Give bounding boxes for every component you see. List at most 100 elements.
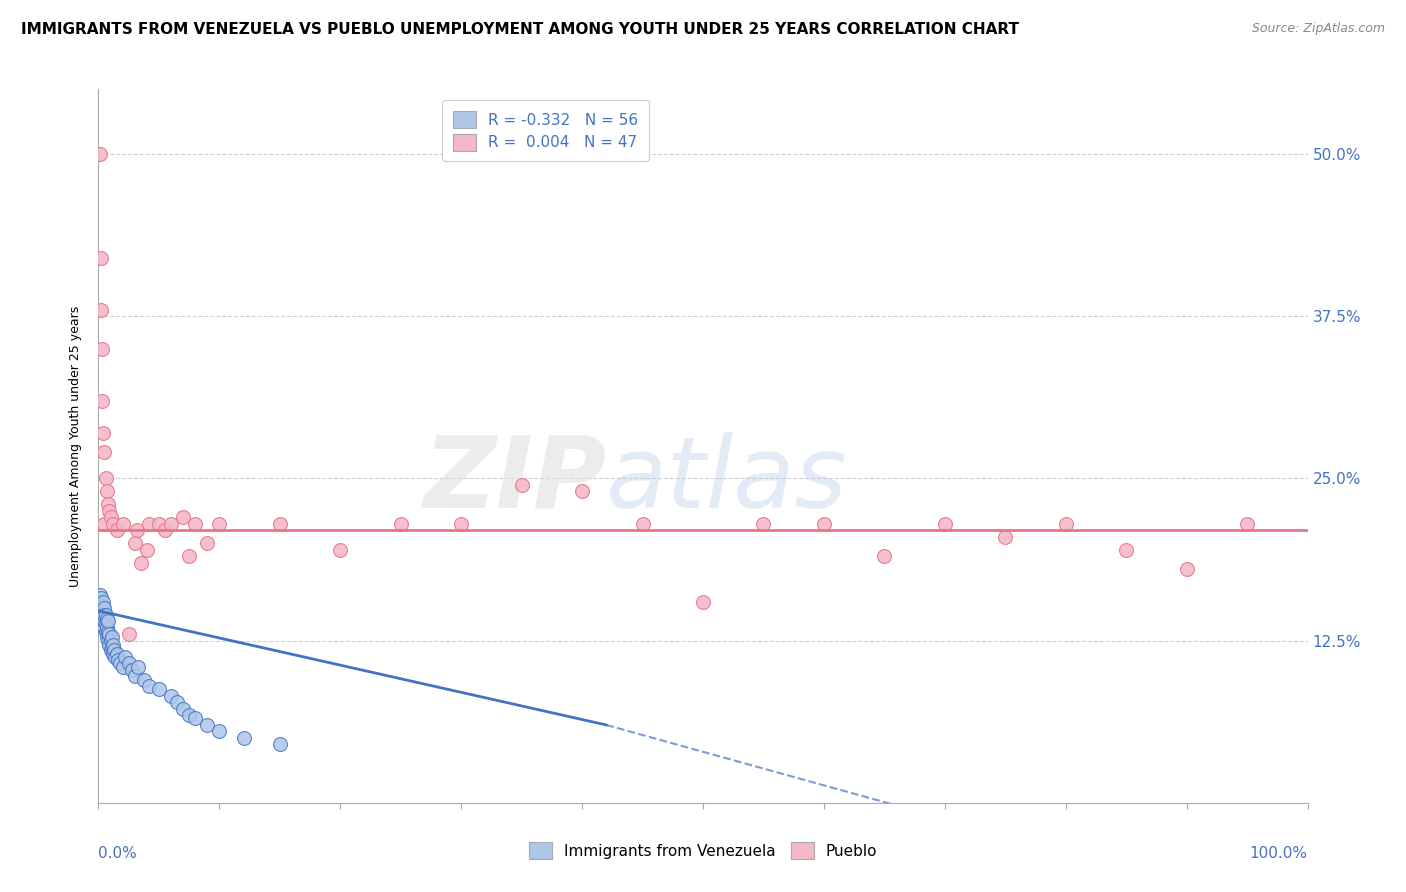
Point <box>98 638 121 652</box>
Point <box>97 624 120 639</box>
Point <box>94 624 117 639</box>
Point <box>114 650 136 665</box>
Point <box>91 595 114 609</box>
Point <box>138 516 160 531</box>
Point <box>93 445 115 459</box>
Point <box>195 718 218 732</box>
Legend: Immigrants from Venezuela, Pueblo: Immigrants from Venezuela, Pueblo <box>522 835 884 866</box>
Point <box>111 516 134 531</box>
Point <box>118 656 141 670</box>
Point <box>148 516 170 531</box>
Point <box>91 425 114 440</box>
Point <box>91 604 114 618</box>
Point <box>97 497 120 511</box>
Point <box>91 599 114 613</box>
Point <box>1175 562 1198 576</box>
Point <box>105 524 128 538</box>
Text: 0.0%: 0.0% <box>98 846 138 861</box>
Point <box>813 516 835 531</box>
Point <box>934 516 956 531</box>
Point <box>510 478 533 492</box>
Point <box>135 542 157 557</box>
Point <box>1115 542 1137 557</box>
Point <box>100 510 122 524</box>
Point <box>160 516 183 531</box>
Point <box>91 342 114 356</box>
Point <box>269 738 291 752</box>
Point <box>1054 516 1077 531</box>
Point <box>172 702 194 716</box>
Point <box>121 664 143 678</box>
Point <box>129 556 152 570</box>
Point <box>93 607 115 622</box>
Point <box>179 549 201 564</box>
Text: Source: ZipAtlas.com: Source: ZipAtlas.com <box>1251 22 1385 36</box>
Point <box>873 549 896 564</box>
Point <box>91 616 114 631</box>
Point <box>96 621 118 635</box>
Y-axis label: Unemployment Among Youth under 25 years: Unemployment Among Youth under 25 years <box>69 305 83 587</box>
Point <box>90 251 112 265</box>
Point <box>94 471 117 485</box>
Point <box>91 607 114 622</box>
Point <box>752 516 775 531</box>
Point <box>1236 516 1258 531</box>
Point <box>111 659 134 673</box>
Text: atlas: atlas <box>606 432 848 529</box>
Point <box>124 668 146 682</box>
Point <box>124 536 146 550</box>
Point <box>89 604 111 618</box>
Point <box>97 614 120 628</box>
Point <box>100 642 122 657</box>
Point <box>89 147 111 161</box>
Point <box>571 484 593 499</box>
Point <box>994 530 1017 544</box>
Point <box>90 601 112 615</box>
Point <box>153 524 176 538</box>
Text: IMMIGRANTS FROM VENEZUELA VS PUEBLO UNEMPLOYMENT AMONG YOUTH UNDER 25 YEARS CORR: IMMIGRANTS FROM VENEZUELA VS PUEBLO UNEM… <box>21 22 1019 37</box>
Point <box>105 647 128 661</box>
Point <box>108 656 131 670</box>
Point <box>91 393 114 408</box>
Point <box>90 591 112 605</box>
Point <box>91 614 114 628</box>
Point <box>101 638 124 652</box>
Point <box>631 516 654 531</box>
Point <box>208 516 231 531</box>
Point <box>269 516 291 531</box>
Point <box>184 516 207 531</box>
Point <box>107 653 129 667</box>
Point <box>94 607 117 622</box>
Point <box>134 673 156 687</box>
Point <box>389 516 412 531</box>
Point <box>195 536 218 550</box>
Point <box>118 627 141 641</box>
Point <box>93 516 115 531</box>
Point <box>232 731 254 745</box>
Text: ZIP: ZIP <box>423 432 606 529</box>
Point <box>101 647 124 661</box>
Point <box>184 711 207 725</box>
Point <box>208 724 231 739</box>
Point <box>89 588 111 602</box>
Point <box>127 659 149 673</box>
Point <box>94 616 117 631</box>
Point <box>98 627 121 641</box>
Point <box>96 484 118 499</box>
Point <box>692 595 714 609</box>
Point <box>101 516 124 531</box>
Point <box>93 601 115 615</box>
Point <box>100 633 122 648</box>
Point <box>98 504 121 518</box>
Point <box>179 707 201 722</box>
Point <box>127 524 149 538</box>
Point <box>450 516 472 531</box>
Point <box>90 302 112 317</box>
Point <box>329 542 352 557</box>
Point <box>103 642 125 657</box>
Point <box>172 510 194 524</box>
Text: 100.0%: 100.0% <box>1250 846 1308 861</box>
Point <box>90 607 112 622</box>
Point <box>138 679 160 693</box>
Point <box>89 595 111 609</box>
